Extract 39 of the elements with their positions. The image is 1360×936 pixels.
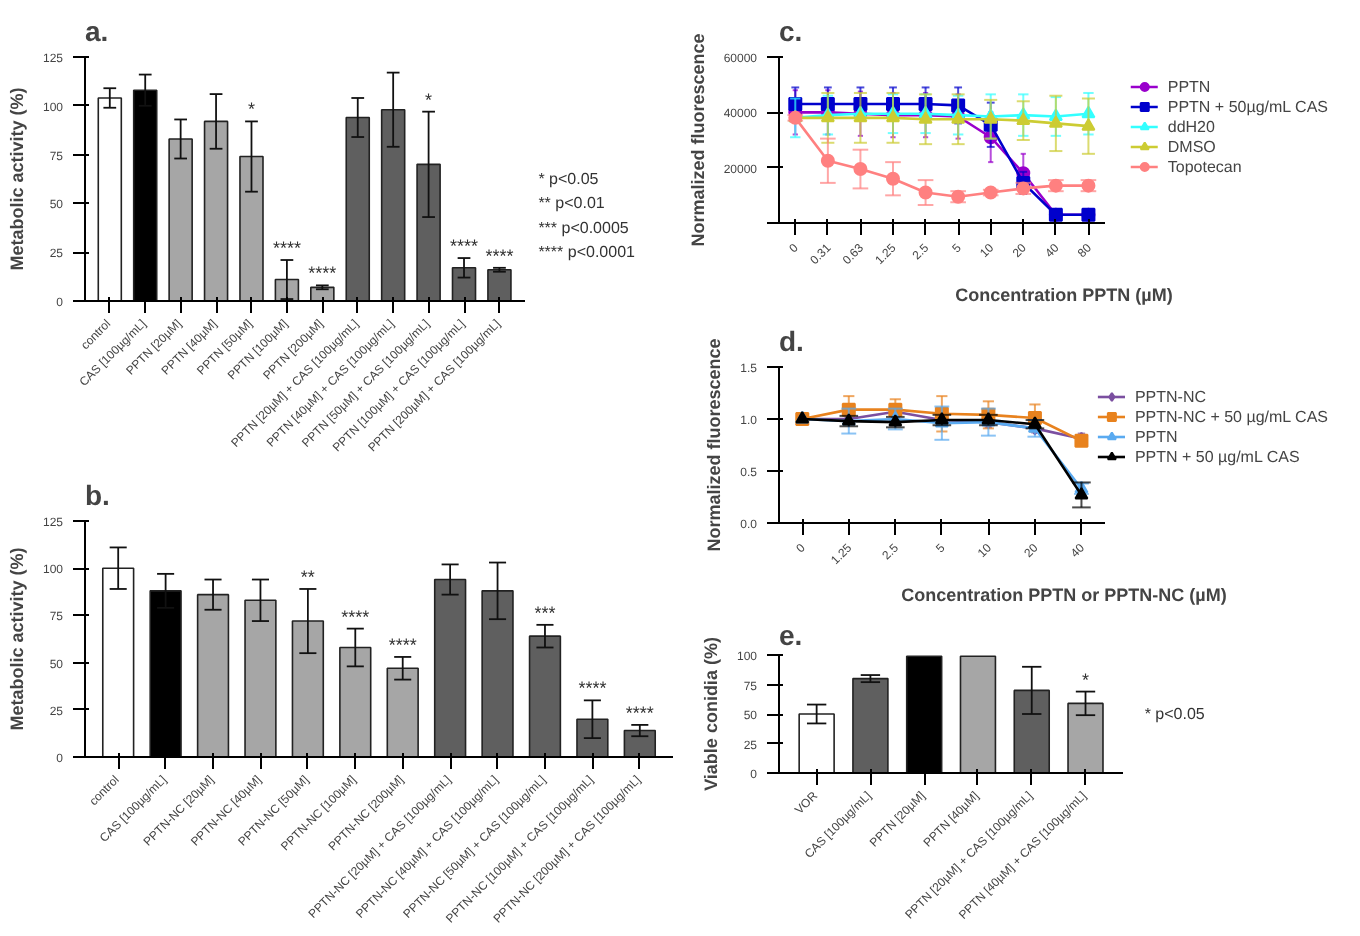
text: **** p<0.0001 [538,243,637,262]
annotation: ** [300,566,316,587]
annotation: * [1082,669,1091,690]
chart-title: d. [779,325,804,357]
legend-label: PPTN-NC [1134,386,1206,406]
text: ** p<0.01 [538,194,606,213]
annotation: **** [485,245,515,266]
legend-label: PPTN + 50 µg/mL CAS [1134,446,1300,466]
legend-label: ddH20 [1167,116,1215,136]
legend-label: PPTN + 50µg/mL CAS [1167,96,1328,116]
annotation: **** [272,238,302,259]
text: *** p<0.0005 [538,218,630,237]
y-axis-title: Viable conidia (%) [700,637,721,791]
legend-label: Topotecan [1167,156,1242,176]
annotation: *** [534,602,557,623]
y-axis-title: Normalized fluorescence [704,338,725,552]
annotation: **** [625,702,655,723]
y-axis-title: Metabolic activity (%) [6,547,27,731]
annotation: **** [450,236,480,257]
annotation: **** [308,263,338,284]
text: * p<0.05 [538,170,600,188]
chart-title: a. [85,15,109,47]
annotation: * [425,89,434,110]
legend-label: PPTN [1134,426,1178,446]
chart-title: b. [85,479,110,511]
annotation: **** [341,606,371,627]
annotation: * [247,99,256,120]
annotation: **** [388,634,418,655]
x-axis-title: Concentration PPTN (µM) [955,284,1173,305]
y-axis-title: Normalized fluorescence [687,33,708,247]
text: * p<0.05 [1144,705,1206,723]
annotation: **** [578,678,608,699]
legend-label: PPTN [1167,76,1211,96]
chart-title: c. [779,15,803,47]
chart-title: e. [779,619,803,651]
legend-label: PPTN-NC + 50 µg/mL CAS [1134,406,1328,426]
legend-label: DMSO [1167,136,1216,156]
x-axis-title: Concentration PPTN or PPTN-NC (µM) [901,584,1227,605]
y-axis-title: Metabolic activity (%) [6,87,27,271]
